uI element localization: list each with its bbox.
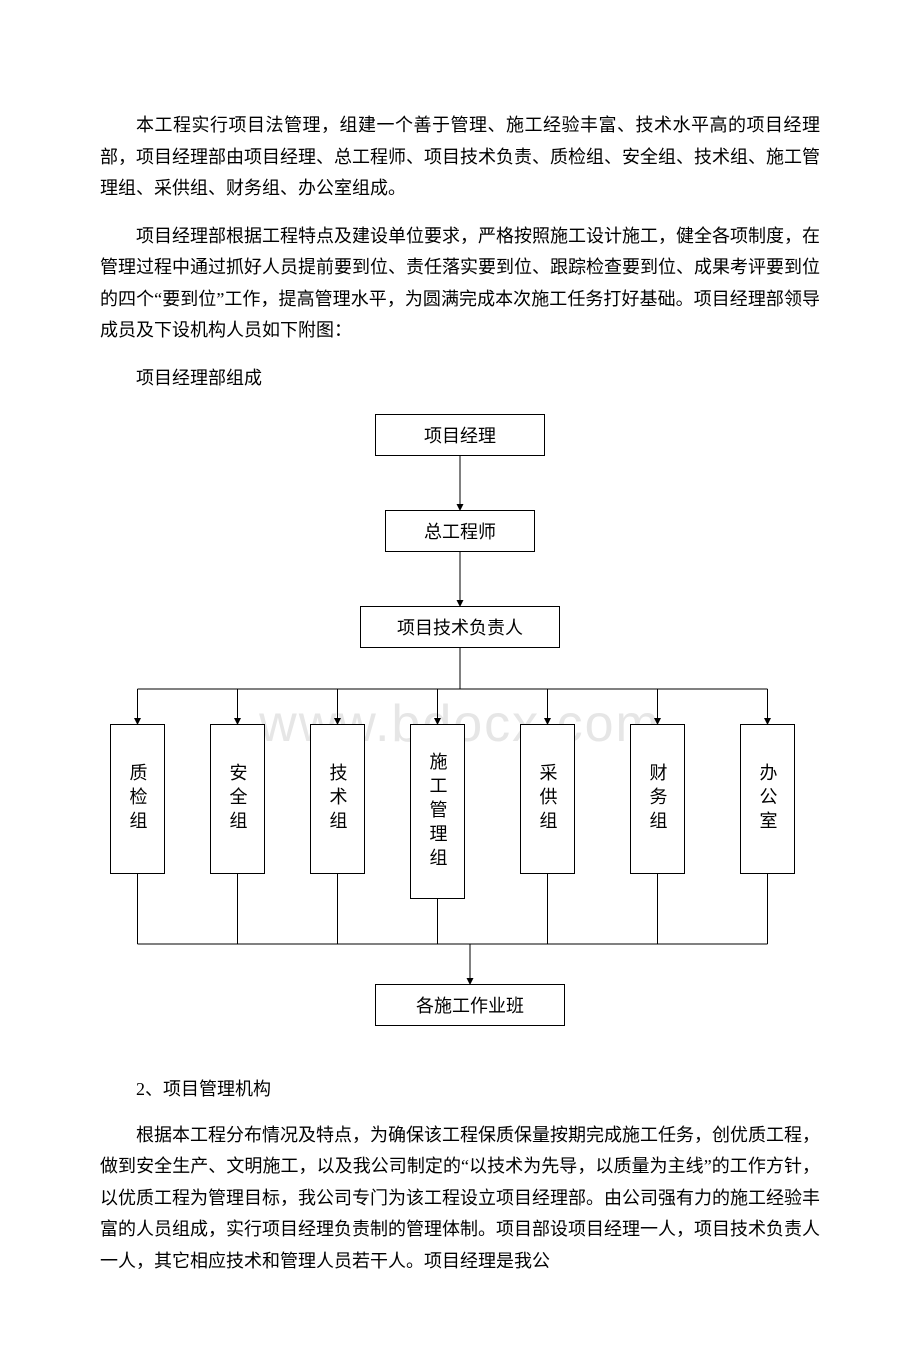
org-node-finance: 财务组 — [630, 724, 685, 874]
org-node-crew: 各施工作业班 — [375, 984, 565, 1026]
paragraph-2: 项目经理部根据工程特点及建设单位要求，严格按照施工设计施工，健全各项制度，在管理… — [100, 221, 820, 347]
org-node-tech_lead: 项目技术负责人 — [360, 606, 560, 648]
diagram-title: 项目经理部组成 — [100, 363, 820, 395]
org-node-constr: 施工管理组 — [410, 724, 465, 899]
org-node-supply: 采供组 — [520, 724, 575, 874]
org-chart: www.bdocx.com 项目经理总工程师项目技术负责人质检组安全组技术组施工… — [100, 414, 820, 1034]
paragraph-3: 根据本工程分布情况及特点，为确保该工程保质保量按期完成施工任务，创优质工程，做到… — [100, 1120, 820, 1278]
org-node-tech: 技术组 — [310, 724, 365, 874]
org-node-qc: 质检组 — [110, 724, 165, 874]
org-node-chief: 总工程师 — [385, 510, 535, 552]
org-node-safety: 安全组 — [210, 724, 265, 874]
paragraph-1: 本工程实行项目法管理，组建一个善于管理、施工经验丰富、技术水平高的项目经理部，项… — [100, 110, 820, 205]
org-node-pm: 项目经理 — [375, 414, 545, 456]
org-node-office: 办公室 — [740, 724, 795, 874]
section-2-heading: 2、项目管理机构 — [100, 1074, 820, 1106]
